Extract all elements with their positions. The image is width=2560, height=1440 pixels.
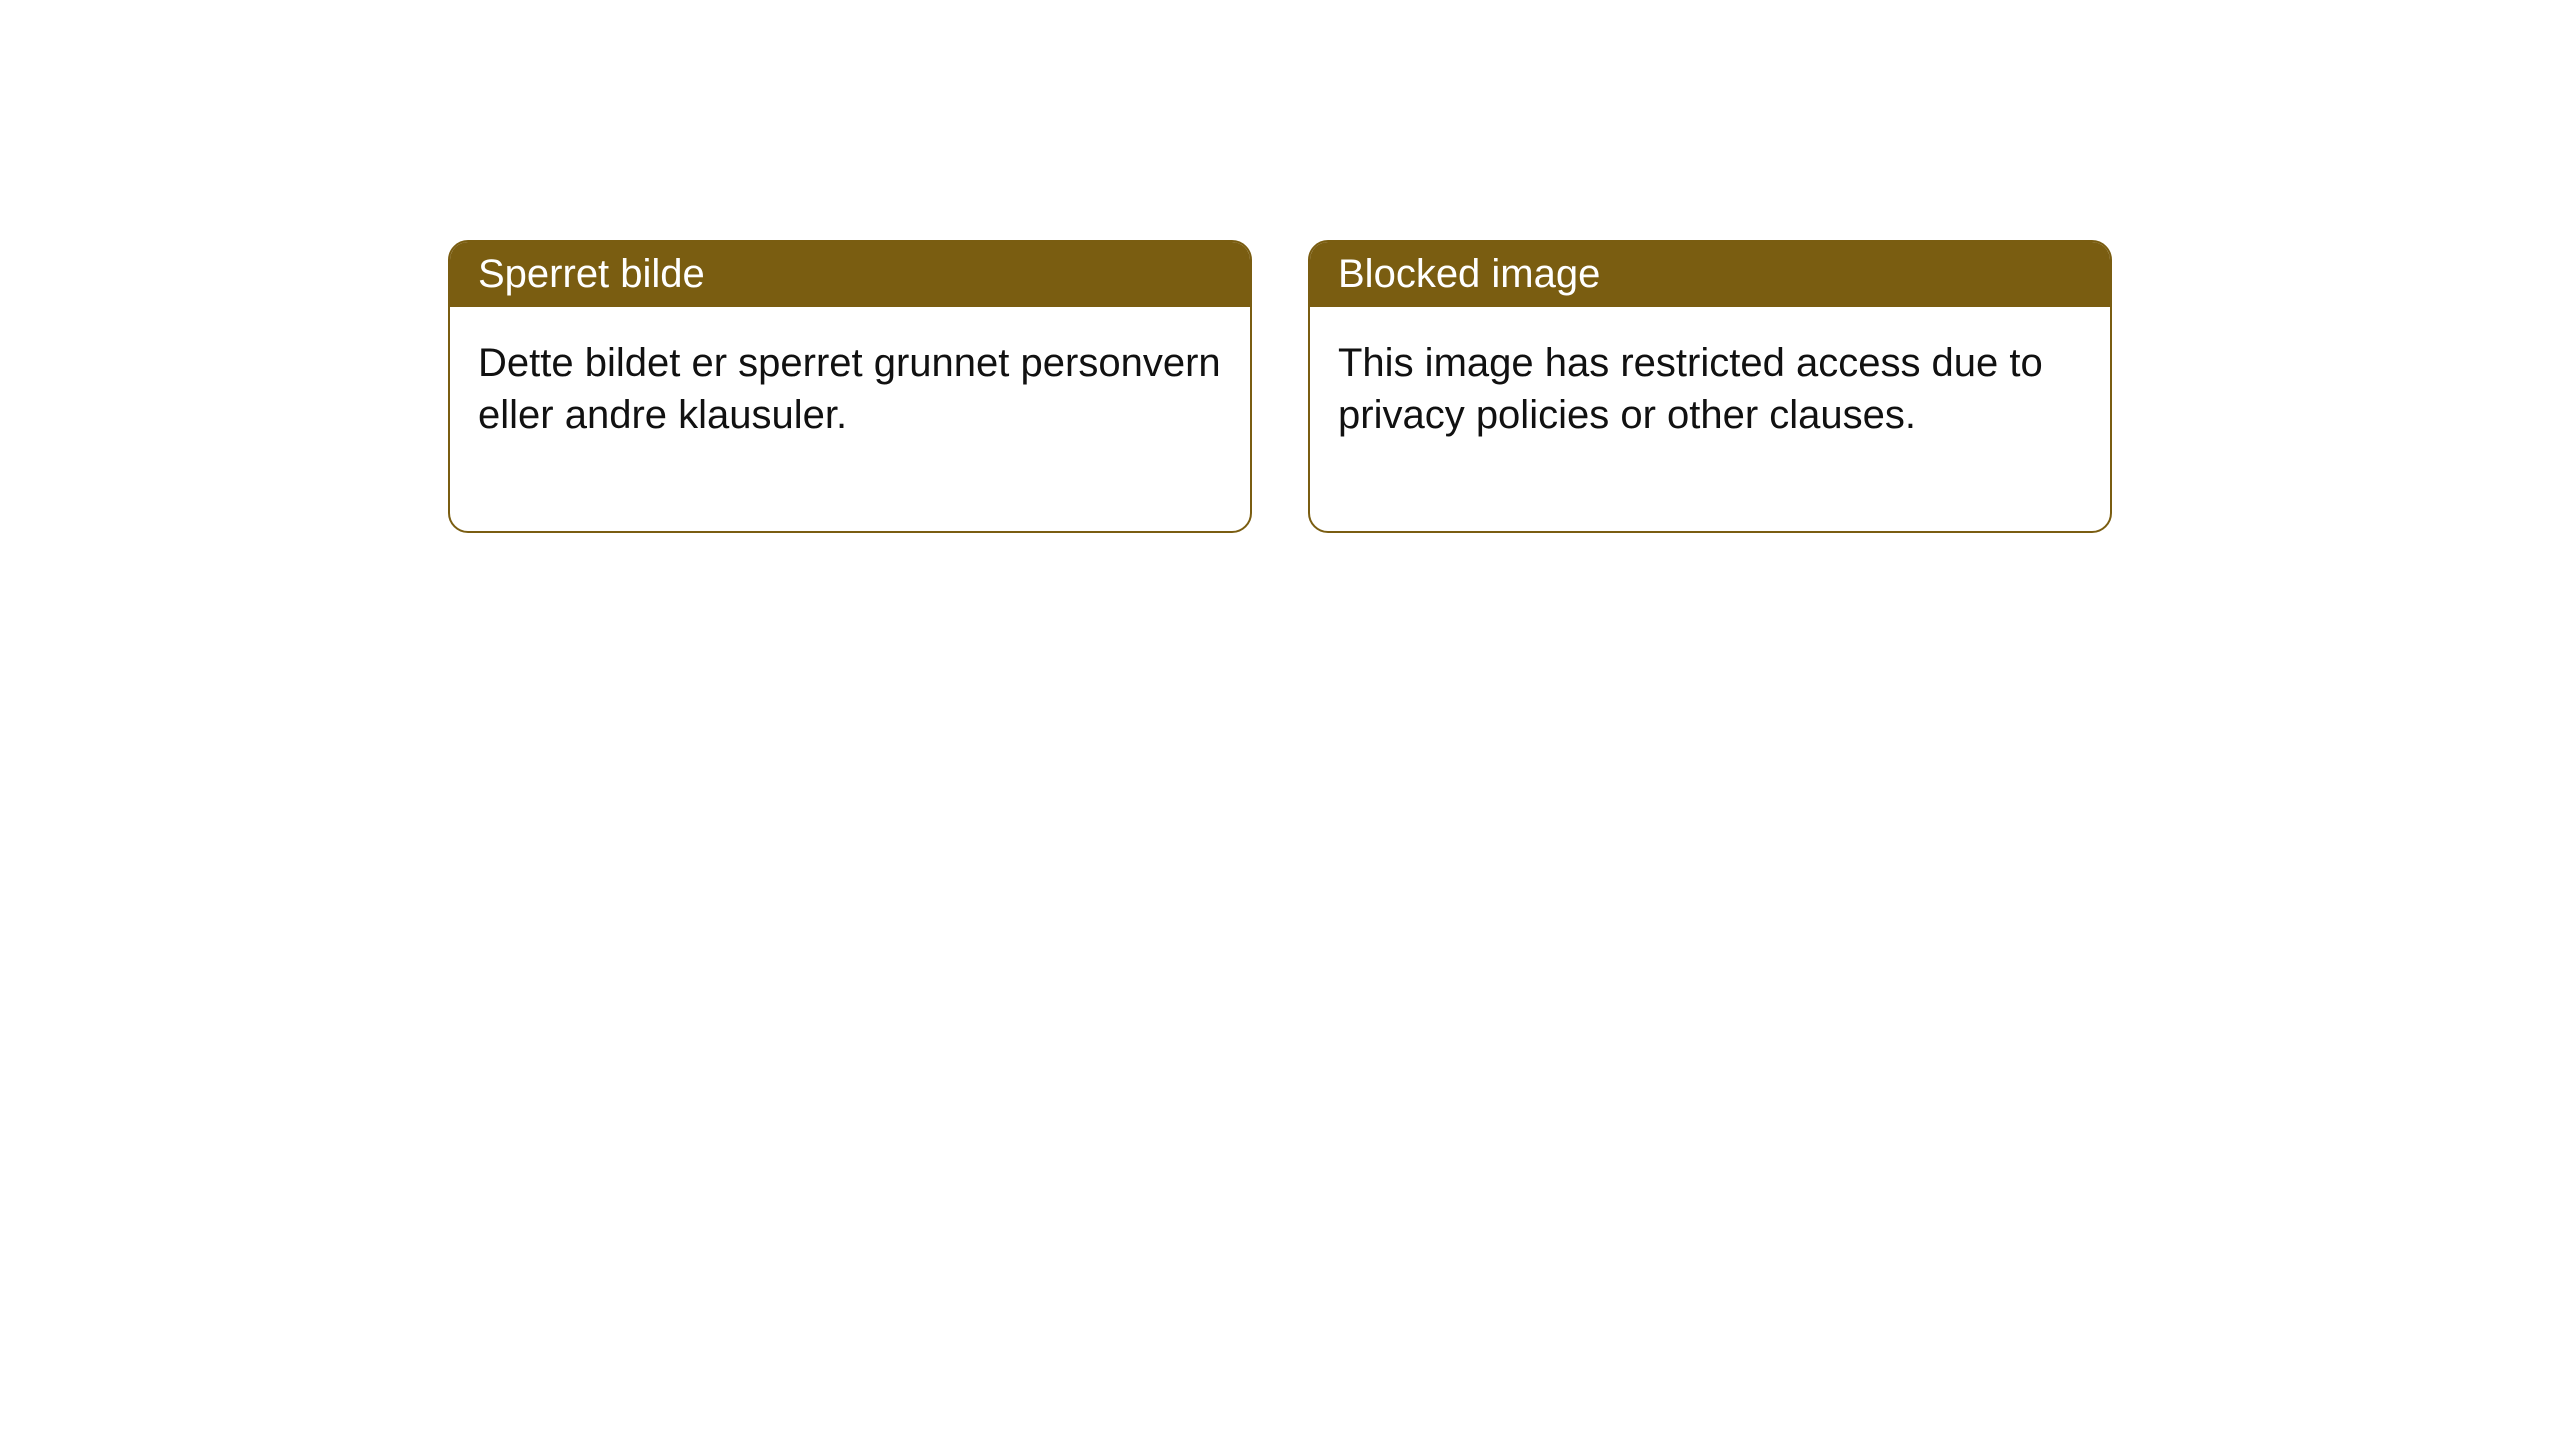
blocked-image-card-no: Sperret bilde Dette bildet er sperret gr… xyxy=(448,240,1252,533)
card-title: Blocked image xyxy=(1338,252,1600,296)
card-body: This image has restricted access due to … xyxy=(1310,307,2110,531)
card-header: Sperret bilde xyxy=(450,242,1250,307)
card-header: Blocked image xyxy=(1310,242,2110,307)
card-body-text: Dette bildet er sperret grunnet personve… xyxy=(478,341,1221,437)
notice-container: Sperret bilde Dette bildet er sperret gr… xyxy=(0,0,2560,533)
blocked-image-card-en: Blocked image This image has restricted … xyxy=(1308,240,2112,533)
card-body-text: This image has restricted access due to … xyxy=(1338,341,2043,437)
card-body: Dette bildet er sperret grunnet personve… xyxy=(450,307,1250,531)
card-title: Sperret bilde xyxy=(478,252,705,296)
